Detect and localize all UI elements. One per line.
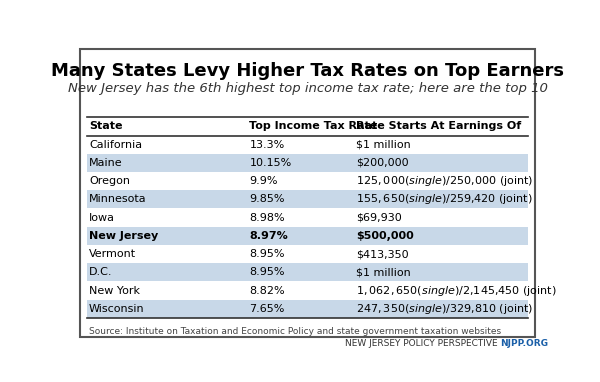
Text: $500,000: $500,000 bbox=[356, 231, 414, 241]
Text: 9.85%: 9.85% bbox=[250, 194, 285, 204]
Text: California: California bbox=[89, 140, 142, 150]
Text: D.C.: D.C. bbox=[89, 267, 112, 277]
Text: 8.95%: 8.95% bbox=[250, 249, 285, 259]
Text: Rate Starts At Earnings Of: Rate Starts At Earnings Of bbox=[356, 121, 521, 131]
Text: $125,000 (single)/$250,000 (joint): $125,000 (single)/$250,000 (joint) bbox=[356, 174, 533, 188]
Text: $155,650 (single)/$259,420 (joint): $155,650 (single)/$259,420 (joint) bbox=[356, 193, 533, 206]
Text: 7.65%: 7.65% bbox=[250, 304, 285, 314]
Text: Minnesota: Minnesota bbox=[89, 194, 146, 204]
Bar bbox=[86, 300, 529, 318]
Text: $200,000: $200,000 bbox=[356, 158, 409, 168]
Text: $247,350 (single)/$329,810 (joint): $247,350 (single)/$329,810 (joint) bbox=[356, 302, 533, 316]
Text: $69,930: $69,930 bbox=[356, 213, 402, 223]
Text: NEW JERSEY POLICY PERSPECTIVE: NEW JERSEY POLICY PERSPECTIVE bbox=[344, 339, 497, 348]
Text: Source: Institute on Taxation and Economic Policy and state government taxation : Source: Institute on Taxation and Econom… bbox=[89, 327, 501, 336]
Text: 9.9%: 9.9% bbox=[250, 176, 278, 186]
Bar bbox=[86, 136, 529, 154]
Text: Wisconsin: Wisconsin bbox=[89, 304, 145, 314]
Text: State: State bbox=[89, 121, 122, 131]
Text: $1 million: $1 million bbox=[356, 140, 411, 150]
Text: Maine: Maine bbox=[89, 158, 122, 168]
Bar bbox=[86, 245, 529, 263]
Text: $1 million: $1 million bbox=[356, 267, 411, 277]
Text: Iowa: Iowa bbox=[89, 213, 115, 223]
Bar bbox=[86, 209, 529, 227]
Bar bbox=[86, 227, 529, 245]
Text: Vermont: Vermont bbox=[89, 249, 136, 259]
Bar bbox=[86, 263, 529, 282]
Bar bbox=[86, 117, 529, 136]
Text: Top Income Tax Rate: Top Income Tax Rate bbox=[250, 121, 377, 131]
Bar bbox=[86, 282, 529, 300]
Text: 8.82%: 8.82% bbox=[250, 286, 285, 296]
Bar bbox=[86, 154, 529, 172]
Text: New Jersey: New Jersey bbox=[89, 231, 158, 241]
Bar bbox=[86, 172, 529, 190]
Bar bbox=[86, 190, 529, 209]
Text: 10.15%: 10.15% bbox=[250, 158, 292, 168]
Text: 8.95%: 8.95% bbox=[250, 267, 285, 277]
Text: New York: New York bbox=[89, 286, 140, 296]
Text: Many States Levy Higher Tax Rates on Top Earners: Many States Levy Higher Tax Rates on Top… bbox=[51, 62, 564, 80]
Text: 8.97%: 8.97% bbox=[250, 231, 288, 241]
Text: New Jersey has the 6th highest top income tax rate; here are the top 10: New Jersey has the 6th highest top incom… bbox=[68, 82, 547, 95]
Text: NJPP.ORG: NJPP.ORG bbox=[500, 339, 548, 348]
Text: $413,350: $413,350 bbox=[356, 249, 409, 259]
Text: 8.98%: 8.98% bbox=[250, 213, 285, 223]
Text: Oregon: Oregon bbox=[89, 176, 130, 186]
Text: 13.3%: 13.3% bbox=[250, 140, 284, 150]
Text: $1,062,650 (single)/$2,145,450 (joint): $1,062,650 (single)/$2,145,450 (joint) bbox=[356, 283, 557, 298]
